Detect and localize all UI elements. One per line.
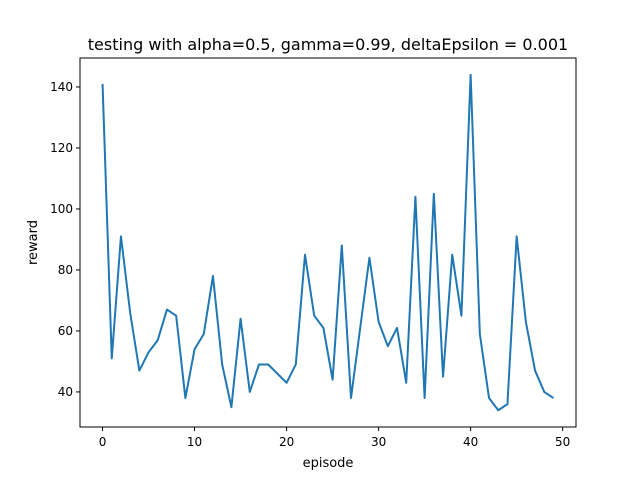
series-line — [101, 73, 555, 412]
x-tick-label: 0 — [99, 435, 107, 449]
y-axis-label: reward — [26, 220, 41, 265]
x-tick-label: 10 — [187, 435, 202, 449]
x-tick-label: 40 — [463, 435, 478, 449]
x-tick-label: 50 — [555, 435, 570, 449]
plot-area — [101, 73, 555, 412]
x-tick-label: 30 — [371, 435, 386, 449]
y-tick-label: 80 — [58, 263, 73, 277]
y-tick-label: 60 — [58, 324, 73, 338]
y-tick-label: 140 — [50, 80, 73, 94]
y-tick-label: 100 — [50, 202, 73, 216]
chart-title: testing with alpha=0.5, gamma=0.99, delt… — [88, 35, 568, 54]
x-tick-label: 20 — [279, 435, 294, 449]
y-tick-label: 40 — [58, 385, 73, 399]
y-tick-label: 120 — [50, 141, 73, 155]
x-axis: 0 10 20 30 40 50 — [99, 427, 570, 449]
x-axis-label: episode — [303, 456, 354, 471]
plot-frame — [79, 57, 577, 428]
y-axis: 40 60 80 100 120 140 — [50, 80, 80, 399]
